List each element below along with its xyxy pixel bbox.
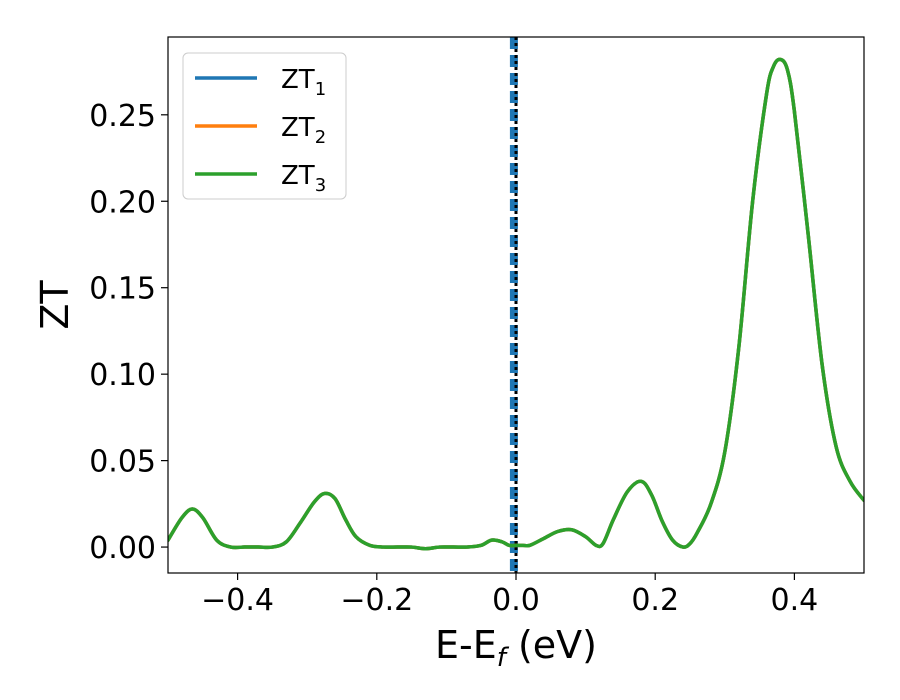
series-line-zt3: [168, 57, 864, 551]
series-lines: [168, 57, 864, 551]
legend-label-zt3: ZT3: [281, 161, 326, 196]
y-tick-label: 0.20: [89, 185, 156, 220]
y-axis-ticks: 0.00 0.05 0.10 0.15 0.20 0.25: [89, 99, 168, 566]
y-tick-label: 0.05: [89, 445, 156, 480]
x-tick-label: −0.2: [340, 583, 413, 618]
legend: ZT1 ZT2 ZT3: [182, 52, 347, 200]
y-tick-label: 0.15: [89, 272, 156, 307]
x-tick-label: 0.4: [771, 583, 819, 618]
legend-label-zt2: ZT2: [281, 113, 326, 148]
x-tick-label: 0.2: [631, 583, 679, 618]
reference-lines: [509, 37, 518, 573]
y-tick-label: 0.00: [89, 531, 156, 566]
x-tick-label: −0.4: [201, 583, 274, 618]
y-tick-label: 0.10: [89, 358, 156, 393]
y-axis-label: ZT: [33, 280, 77, 330]
x-axis-ticks: −0.4 −0.2 0.0 0.2 0.4: [201, 573, 818, 618]
x-axis-label: E-Ef (eV): [435, 623, 597, 673]
legend-label-zt1: ZT1: [281, 65, 326, 100]
y-tick-label: 0.25: [89, 99, 156, 134]
x-tick-label: 0.0: [492, 583, 540, 618]
legend-box: [182, 52, 347, 200]
